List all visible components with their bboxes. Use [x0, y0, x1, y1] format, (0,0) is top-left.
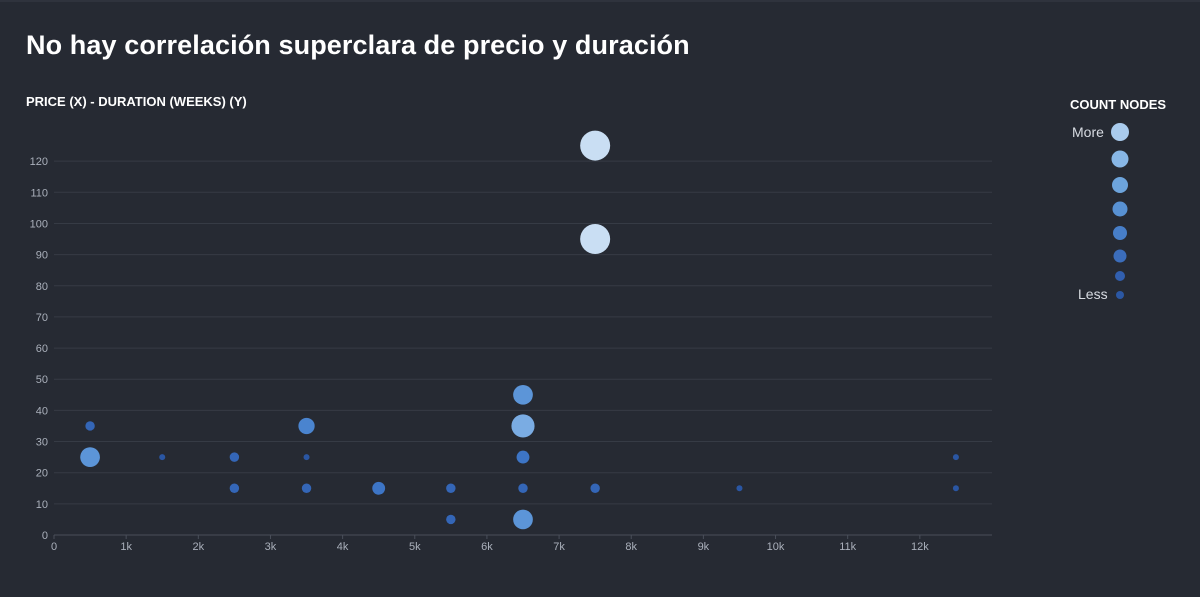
y-tick: 20: [36, 468, 48, 480]
y-tick-label: 30: [36, 437, 48, 449]
x-tick-label: 6k: [481, 541, 493, 553]
data-point: [298, 417, 315, 435]
data-point: [511, 414, 535, 438]
x-tick: 7k: [553, 541, 565, 553]
x-tick: 9k: [698, 541, 710, 553]
y-tick-label: 40: [36, 405, 48, 417]
x-tick: 10k: [767, 541, 785, 553]
y-tick-label: 0: [42, 530, 48, 542]
data-point: [85, 421, 95, 431]
x-tick-label: 4k: [337, 541, 349, 553]
x-tick: 11k: [839, 541, 856, 553]
legend-swatch: [1111, 150, 1129, 168]
data-point: [80, 447, 100, 467]
x-tick-label: 0: [51, 541, 57, 553]
x-tick: 2k: [192, 541, 204, 553]
legend-swatch: [1116, 291, 1124, 299]
x-tick-label: 10k: [767, 541, 785, 553]
x-tick-label: 7k: [553, 541, 565, 553]
x-tick: 3k: [265, 541, 277, 553]
legend-less-label: Less: [1078, 286, 1108, 302]
x-tick: 4k: [337, 541, 349, 553]
y-tick-label: 70: [36, 312, 48, 324]
data-point: [446, 483, 456, 493]
data-point: [229, 452, 240, 462]
x-tick: 12k: [911, 541, 929, 553]
x-tick: 5k: [409, 541, 421, 553]
legend-swatch: [1111, 123, 1129, 141]
x-tick-label: 3k: [265, 541, 277, 553]
x-tick: 1k: [120, 541, 132, 553]
data-point: [952, 454, 959, 461]
y-tick-label: 90: [36, 250, 48, 262]
y-tick-label: 60: [36, 343, 48, 355]
y-tick: 40: [36, 405, 48, 417]
data-point: [301, 483, 312, 493]
x-tick: 8k: [625, 541, 637, 553]
x-axis: 0 1k 2k 3k 4k 5k 6k 7k 8k 9k 10k 11k 12k: [51, 541, 929, 553]
y-tick: 110: [30, 187, 48, 199]
data-point: [580, 224, 611, 255]
page-title: No hay correlación superclara de precio …: [26, 30, 690, 60]
x-tick-label: 8k: [625, 541, 637, 553]
x-tick-label: 5k: [409, 541, 421, 553]
y-tick-label: 80: [36, 281, 48, 293]
y-tick-label: 20: [36, 468, 48, 480]
y-tick-label: 100: [30, 218, 48, 230]
data-points: [80, 130, 959, 530]
y-tick: 100: [30, 218, 48, 230]
data-point: [952, 485, 959, 492]
data-point: [446, 514, 456, 525]
x-tick-label: 11k: [839, 541, 856, 553]
legend-title: COUNT NODES: [1070, 97, 1167, 112]
data-point: [590, 483, 600, 493]
y-tick-label: 50: [36, 374, 48, 386]
grid-lines: [53, 160, 992, 539]
legend-more-label: More: [1072, 124, 1104, 140]
data-point: [580, 130, 611, 161]
y-tick: 60: [36, 343, 48, 355]
y-axis: 0 10 20 30 40 50 60 70 80 90 100 110 120: [30, 156, 48, 542]
top-border: [0, 0, 1200, 2]
data-point: [159, 454, 166, 461]
data-point: [516, 450, 530, 464]
chart-title: PRICE (X) - DURATION (WEEKS) (Y): [26, 94, 247, 109]
data-point: [303, 454, 310, 461]
data-point: [229, 483, 240, 493]
legend-swatch: [1115, 271, 1125, 281]
x-tick-label: 1k: [120, 541, 132, 553]
x-tick-label: 12k: [911, 541, 929, 553]
data-point: [518, 483, 528, 493]
x-tick: 6k: [481, 541, 493, 553]
y-tick-label: 10: [36, 499, 48, 511]
y-tick: 30: [36, 437, 48, 449]
legend-swatches: [1111, 123, 1129, 299]
y-tick: 80: [36, 281, 48, 293]
y-tick-label: 110: [30, 187, 48, 199]
x-tick-label: 2k: [192, 541, 204, 553]
y-tick: 50: [36, 374, 48, 386]
legend-swatch: [1112, 201, 1128, 217]
y-tick-label: 120: [30, 156, 48, 168]
data-point: [513, 509, 533, 530]
y-tick: 70: [36, 312, 48, 324]
x-tick-label: 9k: [698, 541, 710, 553]
y-tick: 0: [42, 530, 48, 542]
legend-swatch: [1112, 177, 1128, 193]
y-tick: 90: [36, 250, 48, 262]
legend-swatch: [1113, 249, 1127, 263]
y-tick: 120: [30, 156, 48, 168]
y-tick: 10: [36, 499, 48, 511]
x-tick: 0: [51, 541, 57, 553]
legend-swatch: [1113, 226, 1127, 240]
data-point: [736, 485, 743, 492]
data-point: [513, 384, 533, 405]
data-point: [372, 481, 386, 495]
